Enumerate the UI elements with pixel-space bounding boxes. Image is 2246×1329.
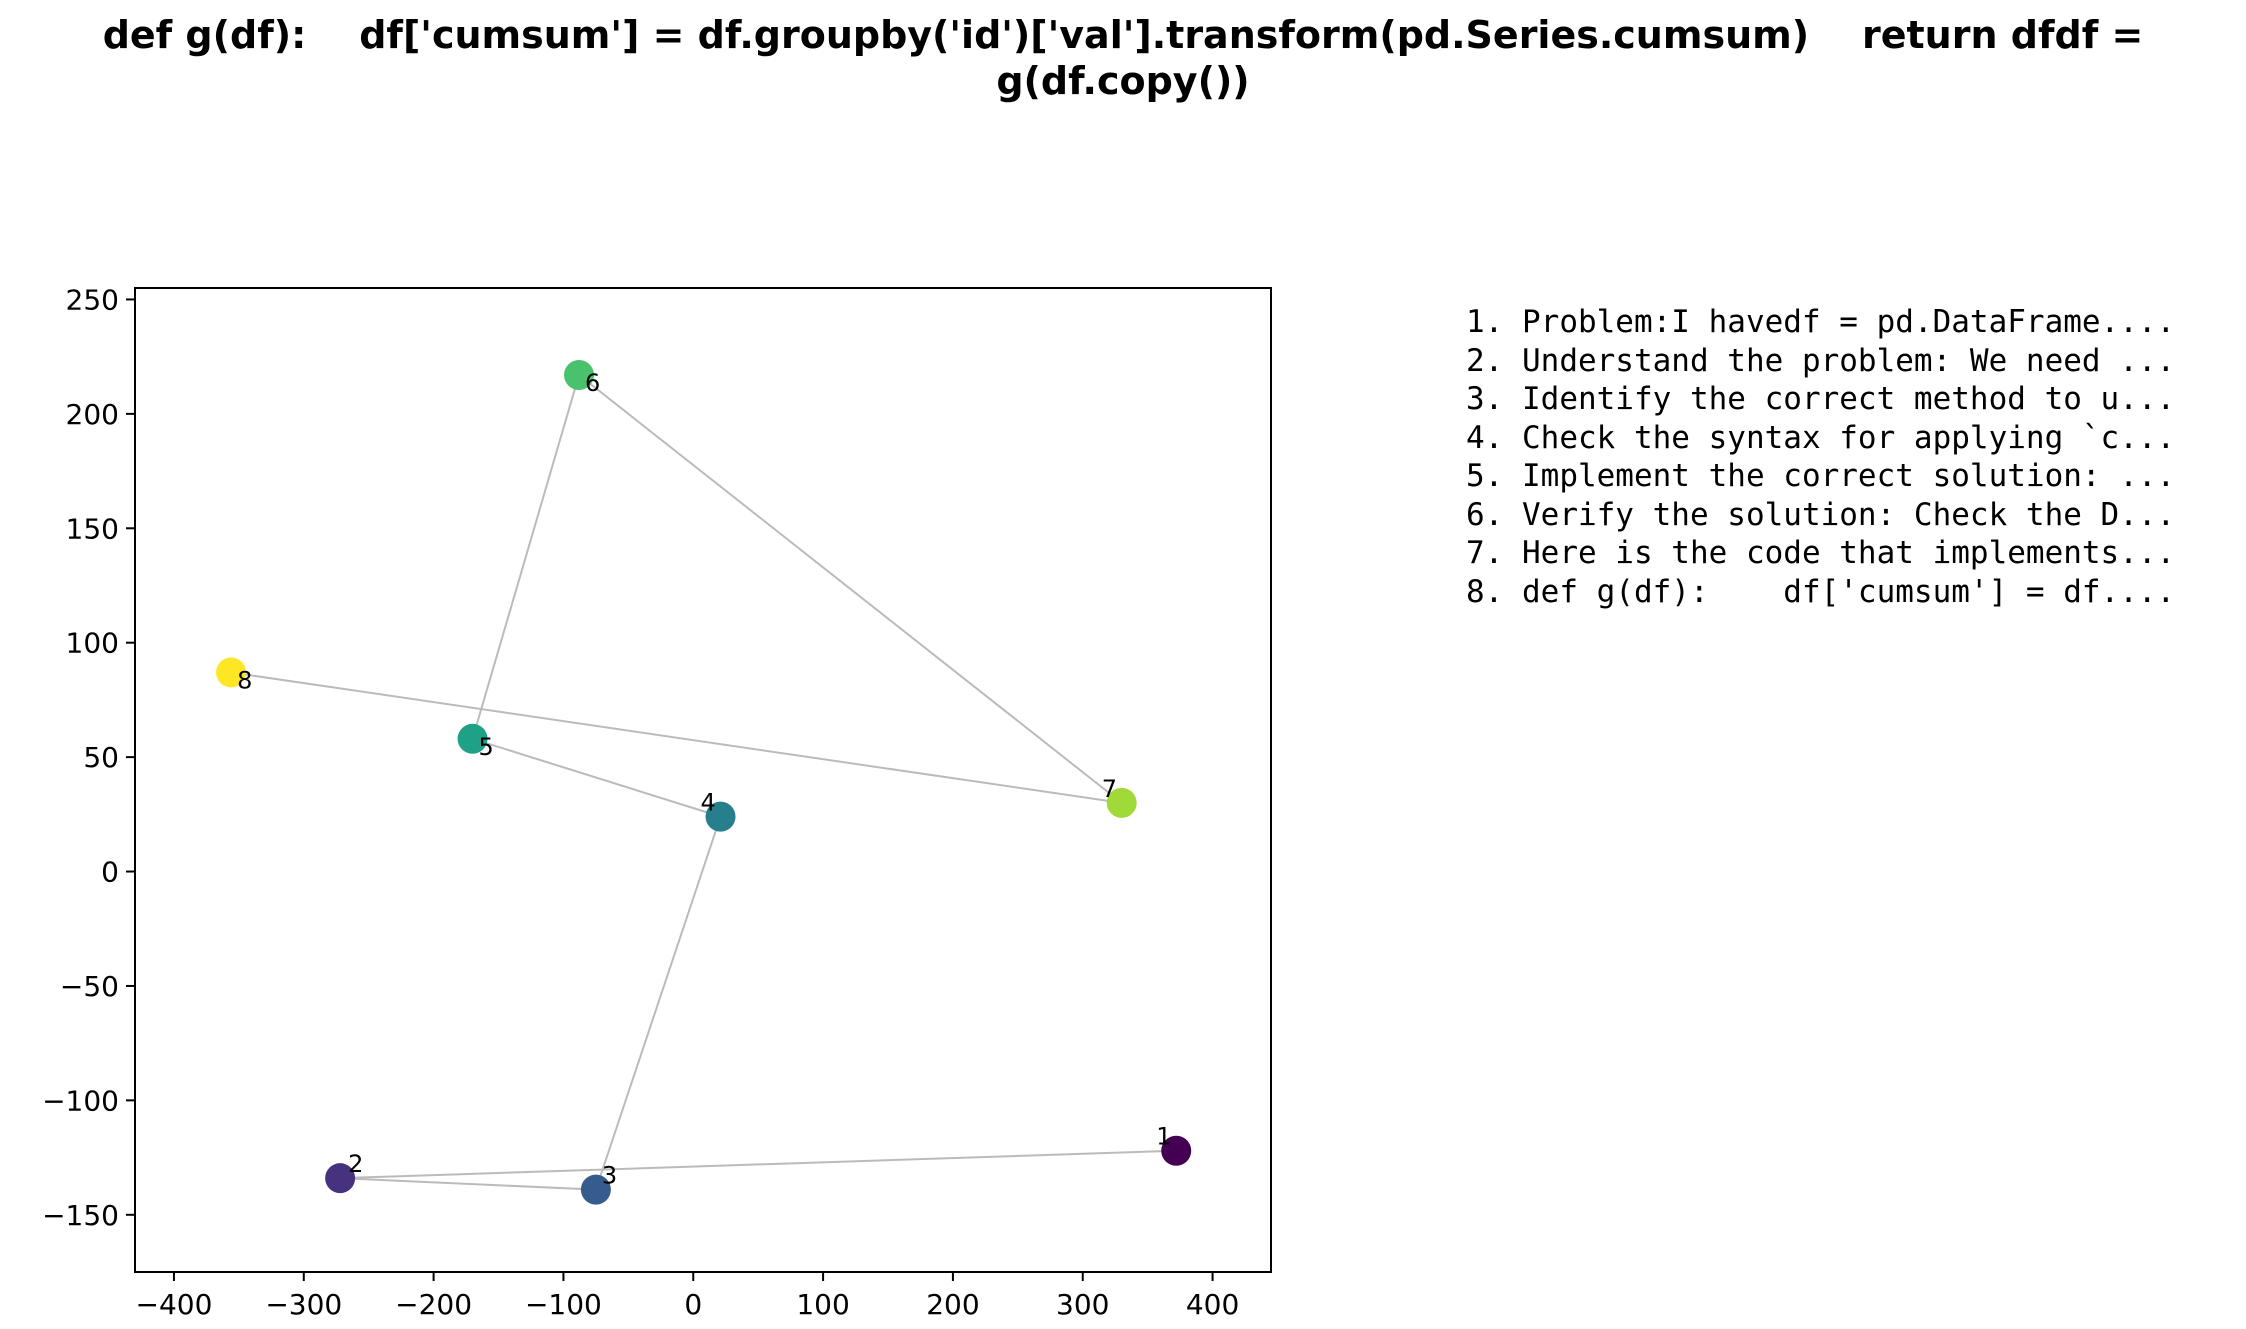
connection-line-6 bbox=[578, 374, 1123, 804]
y-tick-label: 250 bbox=[66, 283, 119, 316]
point-label-1: 1 bbox=[1156, 1123, 1171, 1151]
connection-line-1 bbox=[340, 1149, 1177, 1180]
y-tick-label: −50 bbox=[60, 970, 119, 1003]
connection-line-2 bbox=[340, 1177, 596, 1191]
data-point-3 bbox=[580, 1174, 611, 1205]
data-points bbox=[216, 359, 1192, 1205]
x-tick-label: 300 bbox=[1056, 1288, 1109, 1321]
chart-title: def g(df): df['cumsum'] = df.groupby('id… bbox=[0, 12, 2246, 104]
y-tick-label: 200 bbox=[66, 398, 119, 431]
connection-line-4 bbox=[472, 737, 721, 818]
data-point-4 bbox=[705, 801, 736, 832]
plot-frame bbox=[134, 287, 1272, 1273]
x-tick-label: −400 bbox=[135, 1288, 212, 1321]
connection-line-3 bbox=[594, 816, 722, 1190]
step-item-6: 6. Verify the solution: Check the D... bbox=[1466, 496, 2176, 533]
data-point-5 bbox=[457, 723, 488, 754]
step-item-7: 7. Here is the code that implements... bbox=[1466, 535, 2176, 571]
x-axis: −400 −300 −200 −100 0 100 200 300 400 bbox=[135, 1272, 1239, 1321]
chart-title-line-1: def g(df): df['cumsum'] = df.groupby('id… bbox=[102, 13, 2144, 57]
y-tick-label: −150 bbox=[42, 1199, 119, 1232]
point-label-3: 3 bbox=[602, 1162, 617, 1190]
x-tick-label: −100 bbox=[525, 1288, 602, 1321]
step-item-2: 2. Understand the problem: We need ... bbox=[1466, 342, 2176, 379]
x-tick-label: 400 bbox=[1186, 1288, 1239, 1321]
data-point-2 bbox=[325, 1163, 356, 1194]
x-tick-label: −300 bbox=[265, 1288, 342, 1321]
point-label-5: 5 bbox=[479, 733, 494, 761]
data-point-1 bbox=[1161, 1135, 1192, 1166]
point-labels: 1 2 3 4 5 6 7 8 bbox=[237, 369, 1171, 1190]
step-item-8: 8. def g(df): df['cumsum'] = df.... bbox=[1466, 573, 2176, 610]
point-label-2: 2 bbox=[348, 1150, 363, 1178]
y-axis: −150 −100 −50 0 50 100 150 200 250 bbox=[42, 283, 135, 1232]
connection-line-5 bbox=[471, 374, 580, 740]
connection-line-7 bbox=[230, 671, 1122, 804]
step-item-1: 1. Problem:I havedf = pd.DataFrame.... bbox=[1466, 304, 2176, 340]
point-label-6: 6 bbox=[585, 369, 600, 397]
step-item-4: 4. Check the syntax for applying `c... bbox=[1466, 419, 2176, 456]
x-tick-label: 100 bbox=[796, 1288, 849, 1321]
x-tick-label: −200 bbox=[395, 1288, 472, 1321]
step-item-3: 3. Identify the correct method to u... bbox=[1466, 381, 2176, 417]
y-tick-label: 100 bbox=[66, 627, 119, 660]
data-point-8 bbox=[216, 657, 247, 688]
y-tick-label: 150 bbox=[66, 512, 119, 545]
y-tick-label: 50 bbox=[83, 741, 119, 774]
point-label-4: 4 bbox=[701, 789, 716, 817]
steps-legend: 1. Problem:I havedf = pd.DataFrame.... 2… bbox=[1466, 303, 2175, 611]
y-tick-label: −100 bbox=[42, 1084, 119, 1117]
connection-lines bbox=[230, 374, 1177, 1191]
point-label-7: 7 bbox=[1102, 775, 1117, 803]
data-point-6 bbox=[564, 359, 595, 390]
step-item-5: 5. Implement the correct solution: ... bbox=[1466, 458, 2176, 494]
point-label-8: 8 bbox=[237, 666, 252, 694]
data-point-7 bbox=[1106, 787, 1137, 818]
x-tick-label: 0 bbox=[684, 1288, 702, 1321]
x-tick-label: 200 bbox=[926, 1288, 979, 1321]
chart-title-line-2: g(df.copy()) bbox=[996, 59, 1250, 103]
y-tick-label: 0 bbox=[101, 856, 119, 889]
